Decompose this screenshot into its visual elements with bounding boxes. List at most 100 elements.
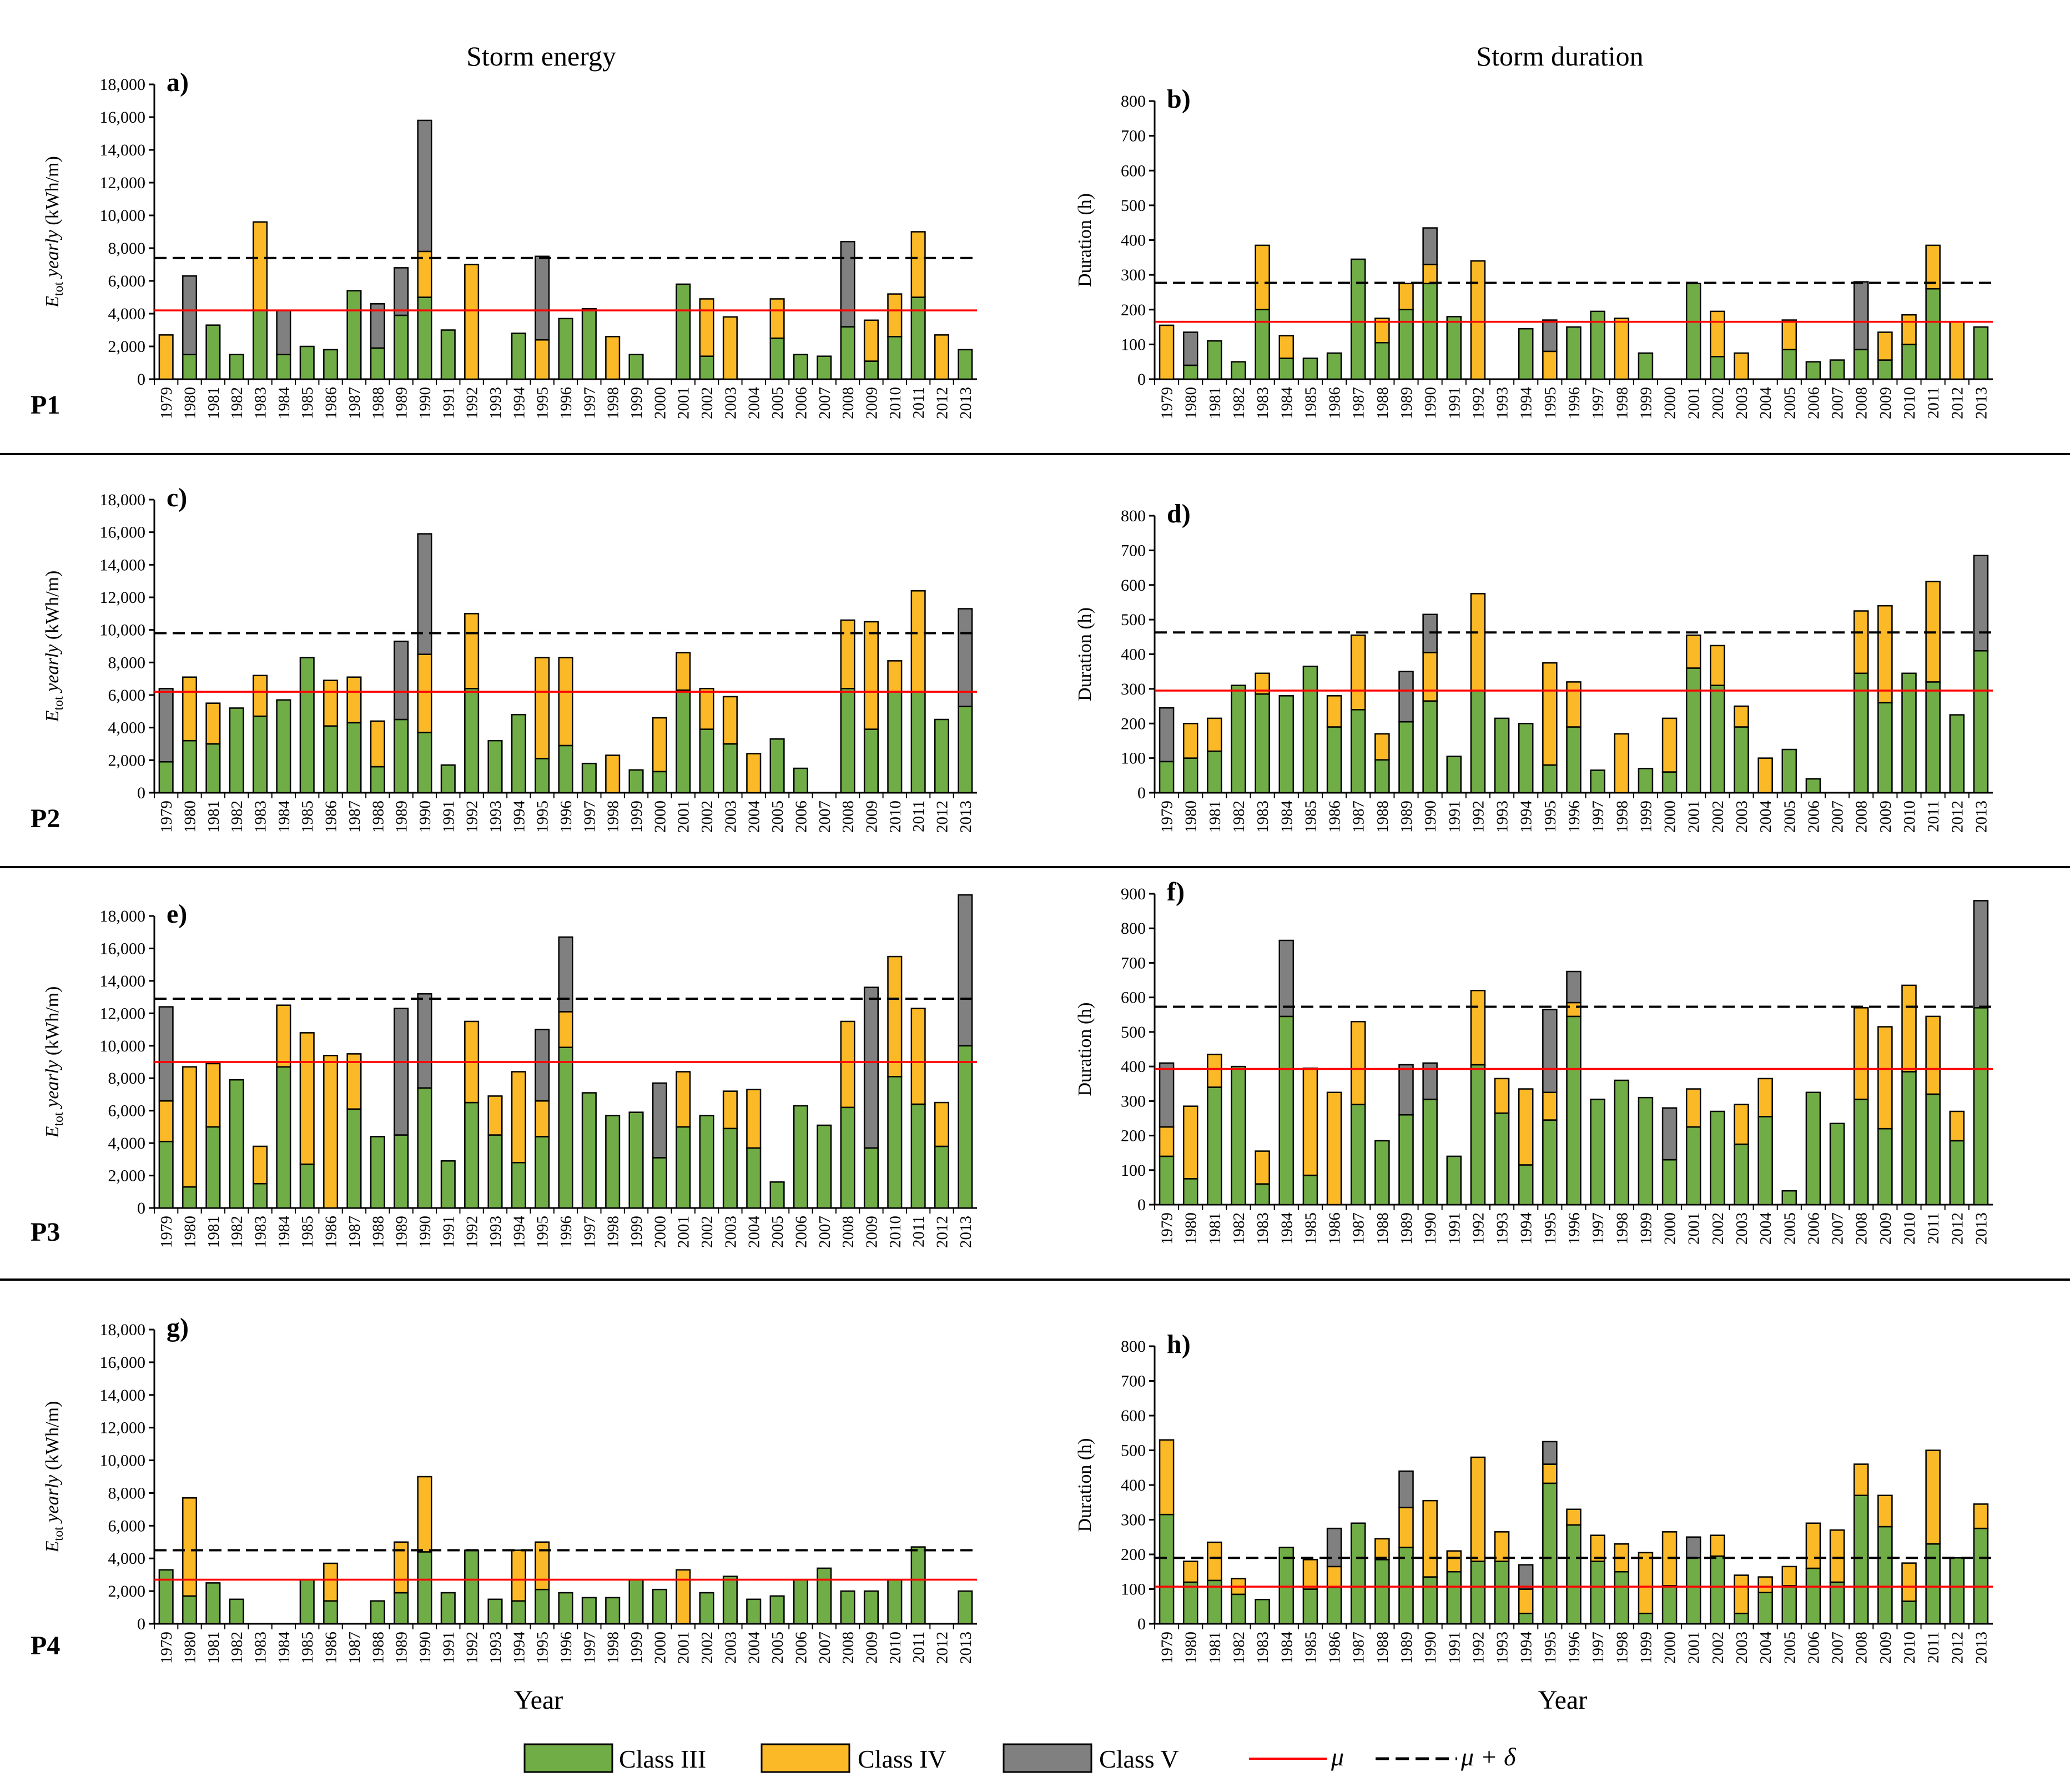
bar-1988-class3 — [1374, 759, 1390, 794]
station-label-p2: P2 — [31, 804, 60, 833]
y-tick-label: 0 — [1137, 784, 1146, 802]
panel-label: h) — [1167, 1330, 1191, 1359]
panel-d: 0 100 200 300 400 500 600 700 800 Duration (h) d) 1… — [1075, 499, 1993, 833]
y-tick-label: 200 — [1121, 1127, 1146, 1145]
bar-1983-class3 — [1255, 1183, 1270, 1206]
bar-1984-class5 — [276, 309, 291, 355]
x-tick-label: 2007 — [1829, 1212, 1847, 1245]
bar-1996-class3 — [558, 744, 573, 794]
bar-1991-class3 — [1446, 1155, 1462, 1206]
x-tick-label: 2011 — [910, 801, 928, 832]
bar-2013-class3 — [1973, 1007, 1989, 1206]
x-tick-label: 2002 — [698, 1216, 716, 1248]
x-tick-label: 2002 — [1709, 1212, 1727, 1245]
bar-1989-class4 — [1398, 1507, 1414, 1548]
x-tick-label: 1985 — [299, 1632, 316, 1664]
y-tick-label: 400 — [1121, 1476, 1146, 1494]
x-tick-label: 1989 — [1398, 1212, 1416, 1245]
bar-1980-class4 — [1182, 723, 1198, 759]
bar-1996-class3 — [1566, 726, 1582, 794]
bar-2003-class3 — [1734, 1613, 1749, 1625]
bar-1985-class3 — [299, 345, 315, 380]
x-tick-label: 2000 — [651, 387, 669, 419]
bar-2000-class3 — [652, 1157, 667, 1209]
panel-h: 0 100 200 300 400 500 600 700 800 Duration (h) h) 1… — [1075, 1330, 1993, 1664]
x-tick-label: 1979 — [158, 1216, 175, 1248]
bar-1980-class3 — [182, 354, 198, 380]
x-tick-label: 1991 — [1446, 801, 1463, 833]
x-tick-label: 2009 — [1877, 801, 1895, 833]
x-tick-label: 1999 — [628, 1216, 646, 1248]
bar-2012-class4 — [1949, 321, 1965, 380]
x-tick-label: 2002 — [1709, 801, 1727, 833]
bar-1980-class4 — [1182, 1561, 1198, 1583]
bar-1988-class3 — [370, 347, 385, 380]
bar-2013-class4 — [1973, 1503, 1989, 1529]
y-tick-label: 800 — [1121, 919, 1146, 938]
y-tick-label: 0 — [137, 1615, 145, 1633]
x-tick-label: 1981 — [1206, 387, 1224, 419]
x-tick-label: 1983 — [252, 387, 270, 419]
bar-1998-class3 — [1614, 1079, 1630, 1206]
x-tick-label: 2007 — [1829, 801, 1847, 833]
bar-2010-class3 — [1901, 672, 1917, 794]
panel-g: 0 2,000 4,000 6,000 8,000 10,000 12,000 14,000 1… — [42, 1313, 977, 1664]
bar-1990-class3 — [1422, 1576, 1438, 1625]
bar-1991-class3 — [1446, 756, 1462, 794]
y-tick-label: 0 — [1137, 1196, 1146, 1214]
bar-1992-class4 — [1470, 593, 1486, 692]
bar-1996-class5 — [558, 936, 573, 1013]
y-tick-label: 6,000 — [108, 686, 146, 704]
x-tick-label: 2008 — [1853, 1632, 1871, 1664]
bar-2005-class3 — [769, 1181, 785, 1209]
x-tick-label: 1988 — [1374, 387, 1392, 419]
panel-label: b) — [1167, 84, 1191, 114]
x-tick-label: 1993 — [1494, 1632, 1512, 1664]
x-tick-label: 1996 — [1565, 1212, 1583, 1245]
bar-1993-class4 — [1494, 1078, 1510, 1114]
x-tick-label: 2005 — [1781, 1632, 1799, 1664]
bar-2003-class4 — [722, 316, 738, 380]
x-tick-label: 1999 — [628, 387, 646, 419]
bar-1991-class4 — [1446, 1550, 1462, 1573]
bar-2002-class4 — [1710, 645, 1725, 686]
x-tick-label: 2010 — [887, 1216, 904, 1248]
x-tick-label: 1981 — [1206, 1632, 1224, 1664]
bar-2008-class3 — [840, 1106, 855, 1209]
bar-1981-class4 — [1207, 1541, 1222, 1582]
x-tick-label: 1988 — [369, 1216, 387, 1248]
bar-1999-class4 — [1638, 1552, 1654, 1614]
bar-2003-class4 — [722, 1090, 738, 1130]
x-tick-label: 1999 — [1637, 1212, 1655, 1245]
x-tick-label: 1987 — [1350, 387, 1368, 419]
x-tick-label: 1988 — [1374, 801, 1392, 833]
y-tick-label: 700 — [1121, 954, 1146, 972]
x-tick-label: 2004 — [746, 387, 763, 420]
x-tick-label: 1993 — [487, 1632, 505, 1664]
bar-1989-class3 — [394, 314, 409, 380]
bar-1995-class5 — [535, 255, 550, 341]
bar-1994-class4 — [1518, 1588, 1534, 1614]
bar-1993-class3 — [487, 739, 503, 794]
x-tick-label: 1990 — [416, 801, 434, 833]
bar-2013-class3 — [1973, 326, 1989, 380]
bar-2010-class4 — [887, 660, 903, 693]
x-tick-label: 2000 — [1661, 387, 1679, 419]
legend-label-mu: μ — [1331, 1743, 1344, 1771]
bar-2011-class3 — [1925, 1543, 1941, 1625]
bar-1999-class3 — [1638, 352, 1654, 380]
x-tick-label: 2001 — [675, 801, 693, 833]
x-tick-label: 2009 — [863, 1632, 880, 1664]
y-tick-label: 700 — [1121, 541, 1146, 560]
x-tick-label: 2000 — [651, 801, 669, 833]
x-tick-label: 1990 — [1422, 387, 1439, 419]
bar-1984-class3 — [1278, 1547, 1295, 1625]
bar-1979-class5 — [1159, 1062, 1175, 1128]
bar-1995-class5 — [1542, 1009, 1558, 1094]
bar-2010-class4 — [1901, 314, 1917, 345]
bar-1992-class3 — [1470, 1064, 1486, 1206]
bar-1981-class4 — [1207, 1054, 1222, 1088]
x-tick-label: 1982 — [228, 801, 246, 833]
bar-1987-class3 — [346, 722, 362, 794]
